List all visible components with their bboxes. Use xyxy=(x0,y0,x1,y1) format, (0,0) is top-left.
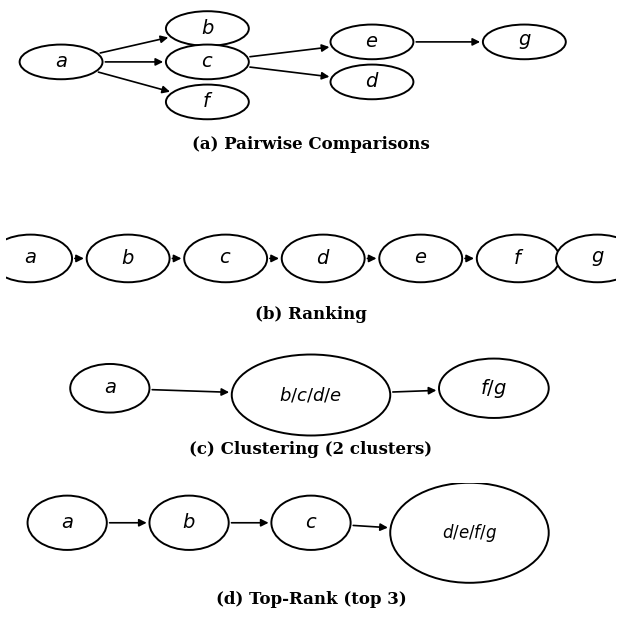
Ellipse shape xyxy=(282,234,364,283)
Ellipse shape xyxy=(556,234,622,283)
Text: (b) Ranking: (b) Ranking xyxy=(255,306,367,323)
Ellipse shape xyxy=(70,364,149,413)
Text: $d$: $d$ xyxy=(316,249,330,268)
Ellipse shape xyxy=(20,45,103,79)
Ellipse shape xyxy=(330,25,414,59)
Text: $b$: $b$ xyxy=(121,249,135,268)
Ellipse shape xyxy=(0,234,72,283)
Text: $b/c/d/e$: $b/c/d/e$ xyxy=(279,386,343,404)
Ellipse shape xyxy=(379,234,462,283)
Ellipse shape xyxy=(86,234,170,283)
Text: $a$: $a$ xyxy=(103,379,116,398)
Text: $c$: $c$ xyxy=(305,514,317,532)
Text: $b$: $b$ xyxy=(182,513,196,532)
Ellipse shape xyxy=(483,25,566,59)
Text: (d) Top-Rank (top 3): (d) Top-Rank (top 3) xyxy=(216,592,406,609)
Text: (c) Clustering (2 clusters): (c) Clustering (2 clusters) xyxy=(190,441,432,458)
Ellipse shape xyxy=(27,495,107,550)
Text: $g$: $g$ xyxy=(591,249,605,268)
Ellipse shape xyxy=(166,11,249,46)
Text: $e$: $e$ xyxy=(414,250,427,267)
Text: $c$: $c$ xyxy=(220,250,232,267)
Text: $d/e/f/g$: $d/e/f/g$ xyxy=(442,522,497,544)
Ellipse shape xyxy=(149,495,229,550)
Text: $c$: $c$ xyxy=(201,53,213,71)
Text: $a$: $a$ xyxy=(24,250,37,267)
Text: $e$: $e$ xyxy=(365,33,379,51)
Ellipse shape xyxy=(232,355,390,435)
Ellipse shape xyxy=(166,85,249,119)
Text: (a) Pairwise Comparisons: (a) Pairwise Comparisons xyxy=(192,136,430,153)
Text: $f$: $f$ xyxy=(202,92,213,111)
Text: $f$: $f$ xyxy=(513,249,524,268)
Text: $g$: $g$ xyxy=(518,32,531,51)
Text: $b$: $b$ xyxy=(201,19,214,38)
Ellipse shape xyxy=(390,483,549,583)
Ellipse shape xyxy=(271,495,351,550)
Ellipse shape xyxy=(439,358,549,418)
Ellipse shape xyxy=(330,64,414,99)
Text: $f/g$: $f/g$ xyxy=(480,377,508,400)
Text: $d$: $d$ xyxy=(364,73,379,92)
Ellipse shape xyxy=(166,45,249,79)
Text: $a$: $a$ xyxy=(61,514,73,532)
Ellipse shape xyxy=(477,234,560,283)
Ellipse shape xyxy=(184,234,267,283)
Text: $a$: $a$ xyxy=(55,53,67,71)
